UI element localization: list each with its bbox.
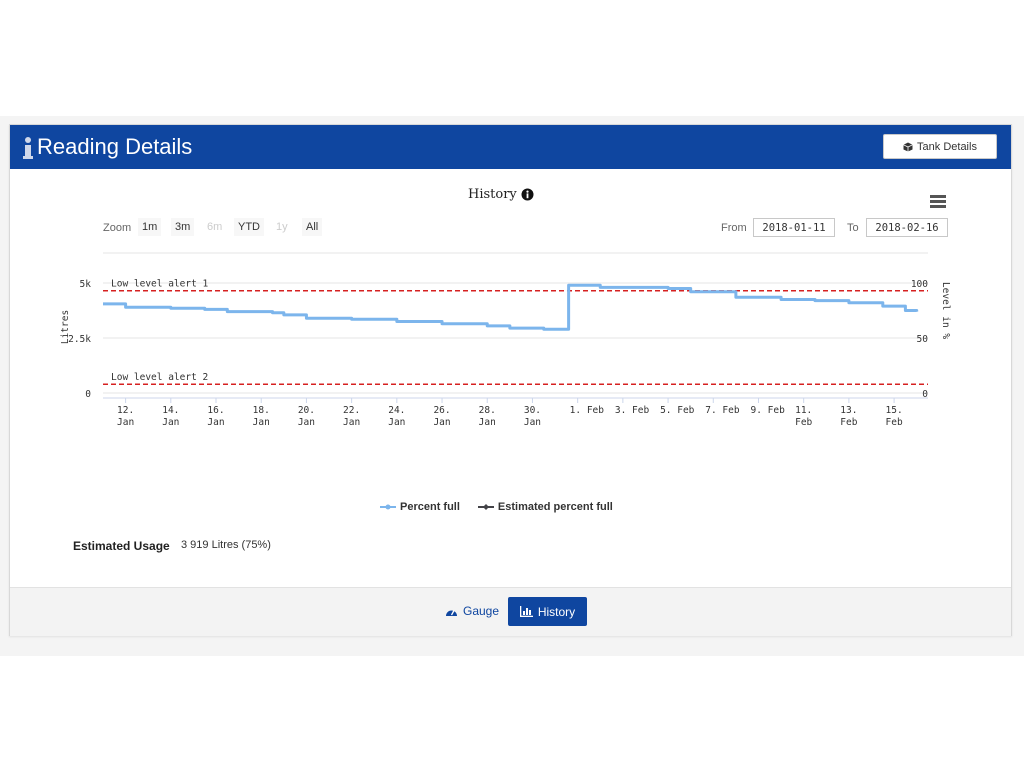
x-tick-label: Feb bbox=[795, 417, 812, 428]
history-tab[interactable]: History bbox=[508, 597, 587, 626]
gauge-tab[interactable]: Gauge bbox=[445, 604, 499, 618]
info-icon bbox=[23, 137, 33, 159]
estimated-usage-value: 3 919 Litres (75%) bbox=[181, 539, 271, 551]
x-tick-label: 3. Feb bbox=[615, 405, 650, 416]
x-tick-label: 9. Feb bbox=[750, 405, 785, 416]
x-tick-label: Feb bbox=[840, 417, 857, 428]
chart-legend: Percent full Estimated percent full bbox=[380, 501, 613, 513]
y2-tick-label: 50 bbox=[917, 334, 929, 345]
x-tick-label: Jan bbox=[298, 417, 315, 428]
history-chart: Low level alert 1 Low level alert 2 0 2.5k 5… bbox=[60, 252, 951, 428]
chart-menu-icon[interactable] bbox=[930, 195, 946, 208]
history-label: History bbox=[537, 604, 576, 619]
x-tick-label: 22. bbox=[343, 405, 360, 416]
x-tick-label: 30. bbox=[524, 405, 541, 416]
chart-title-group: History bbox=[468, 187, 534, 202]
zoom-1m-button[interactable]: 1m bbox=[138, 218, 162, 236]
x-tick-label: 14. bbox=[162, 405, 179, 416]
y2-tick-label: 100 bbox=[911, 279, 928, 290]
x-tick-label: 24. bbox=[388, 405, 405, 416]
alert-label: Low level alert 2 bbox=[111, 372, 208, 383]
x-tick-label: Jan bbox=[162, 417, 179, 428]
x-tick-label: 15. bbox=[886, 405, 903, 416]
alert-label: Low level alert 1 bbox=[111, 279, 209, 290]
x-tick-label: Jan bbox=[433, 417, 450, 428]
to-label: To bbox=[847, 222, 859, 234]
x-tick-label: Jan bbox=[479, 417, 496, 428]
bar-chart-icon bbox=[519, 606, 533, 617]
legend-percent-full-label: Percent full bbox=[400, 501, 460, 513]
legend-line-icon bbox=[380, 504, 396, 510]
x-tick-label: Jan bbox=[388, 417, 405, 428]
info-circle-icon[interactable] bbox=[521, 188, 534, 201]
y2-tick-label: 0 bbox=[922, 389, 928, 400]
to-date-input[interactable]: 2018-02-16 bbox=[866, 218, 948, 237]
y2-axis-title: Level in % bbox=[940, 282, 951, 339]
legend-line-icon bbox=[477, 504, 494, 510]
x-tick-label: 26. bbox=[433, 405, 450, 416]
from-label: From bbox=[721, 222, 747, 234]
chart-title: History bbox=[468, 187, 517, 202]
y-axis-title: Litres bbox=[60, 310, 71, 344]
zoom-6m-button[interactable]: 6m bbox=[207, 221, 223, 233]
reading-details-card: Reading Details Tank Details History Zoo… bbox=[9, 124, 1012, 636]
x-tick-label: Jan bbox=[524, 417, 541, 428]
x-tick-label: Feb bbox=[886, 417, 903, 428]
x-tick-label: 28. bbox=[479, 405, 496, 416]
zoom-1y-button[interactable]: 1y bbox=[276, 221, 288, 233]
x-tick-label: Jan bbox=[117, 417, 134, 428]
x-tick-label: 20. bbox=[298, 405, 315, 416]
zoom-all-button[interactable]: All bbox=[302, 218, 323, 236]
gauge-label: Gauge bbox=[463, 604, 500, 618]
x-tick-label: 18. bbox=[253, 405, 270, 416]
x-tick-label: Jan bbox=[207, 417, 224, 428]
series-line-percent-full bbox=[103, 283, 919, 331]
x-tick-label: Jan bbox=[343, 417, 360, 428]
card-title: Reading Details bbox=[37, 134, 193, 159]
zoom-ytd-button[interactable]: YTD bbox=[234, 218, 264, 236]
estimated-usage-label: Estimated Usage bbox=[73, 539, 170, 553]
tank-details-button[interactable]: Tank Details bbox=[883, 134, 997, 159]
zoom-3m-button[interactable]: 3m bbox=[171, 218, 195, 236]
legend-estimated-label: Estimated percent full bbox=[497, 501, 613, 513]
cube-icon bbox=[903, 142, 913, 151]
x-tick-label: 12. bbox=[117, 405, 134, 416]
x-tick-label: 7. Feb bbox=[705, 405, 740, 416]
x-tick-label: 16. bbox=[207, 405, 224, 416]
y-tick-label: 5k bbox=[80, 279, 92, 290]
y-tick-label: 2.5k bbox=[68, 334, 91, 345]
zoom-label: Zoom bbox=[103, 222, 132, 234]
gauge-icon bbox=[446, 609, 457, 616]
from-date-input[interactable]: 2018-01-11 bbox=[753, 218, 835, 237]
x-tick-label: Jan bbox=[253, 417, 270, 428]
x-tick-label: 13. bbox=[840, 405, 857, 416]
legend-percent-full[interactable]: Percent full bbox=[380, 501, 460, 513]
x-tick-label: 5. Feb bbox=[660, 405, 695, 416]
legend-estimated[interactable]: Estimated percent full bbox=[477, 501, 613, 513]
card-footer: Gauge History bbox=[10, 587, 1011, 636]
card-header: Reading Details Tank Details bbox=[10, 125, 1011, 169]
x-tick-label: 11. bbox=[795, 405, 812, 416]
tank-details-label: Tank Details bbox=[917, 140, 977, 153]
y-tick-label: 0 bbox=[85, 389, 91, 400]
x-tick-label: 1. Feb bbox=[570, 405, 605, 416]
